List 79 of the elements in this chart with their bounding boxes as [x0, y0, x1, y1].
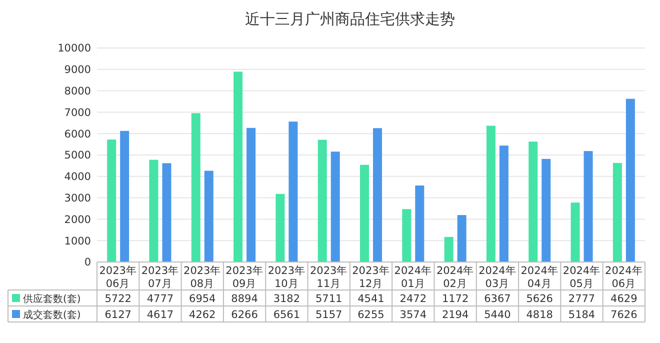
x-tick-label: 2023年08月: [184, 265, 222, 290]
x-tick-label: 2024年03月: [478, 265, 516, 290]
x-tick-label: 2023年07月: [141, 265, 180, 290]
bar: [288, 122, 298, 262]
data-label: 5157: [315, 309, 342, 321]
data-label: 2777: [568, 293, 596, 305]
data-label: 5711: [315, 293, 342, 305]
data-label: 3574: [400, 309, 427, 321]
data-label: 4541: [358, 293, 384, 305]
bar: [612, 162, 622, 262]
data-label: 4777: [146, 293, 174, 305]
bar: [162, 163, 172, 262]
bar: [107, 140, 116, 262]
y-tick-label: 0: [84, 256, 91, 269]
data-label: 5440: [484, 309, 511, 321]
data-label: 4262: [189, 309, 216, 321]
data-label: 6127: [104, 309, 132, 321]
y-tick-label: 10000: [58, 42, 91, 55]
bar: [499, 146, 508, 262]
y-tick-label: 7000: [64, 106, 91, 119]
data-label: 6561: [273, 309, 300, 321]
data-label: 8894: [231, 293, 258, 305]
x-tick-label: 2024年05月: [562, 265, 601, 290]
bar: [457, 215, 466, 262]
data-label: 5184: [568, 309, 596, 321]
bar: [486, 126, 496, 262]
y-tick-label: 5000: [64, 150, 91, 162]
bar: [570, 202, 580, 262]
data-label: 6255: [358, 309, 384, 321]
data-label: 7626: [610, 309, 638, 321]
data-label: 5722: [104, 293, 132, 305]
data-label: 6367: [484, 293, 511, 305]
data-label: 2472: [400, 293, 427, 305]
data-label: 4629: [610, 293, 638, 305]
x-tick-label: 2024年06月: [605, 265, 643, 290]
y-tick-label: 1000: [64, 235, 91, 248]
bar: [584, 151, 593, 262]
x-tick-label: 2023年12月: [352, 265, 390, 290]
data-label: 2194: [442, 309, 469, 321]
data-label: 6266: [231, 309, 258, 321]
x-tick-label: 2024年02月: [436, 265, 474, 290]
chart-title: 近十三月广州商品住宅供求走势: [245, 10, 455, 28]
x-tick-label: 2023年10月: [268, 265, 306, 290]
bar: [318, 140, 327, 262]
x-tick-label: 2024年01月: [394, 265, 432, 290]
data-label: 5626: [526, 293, 554, 305]
bar: [330, 152, 340, 262]
bar: [373, 128, 382, 262]
data-label: 6954: [189, 293, 216, 305]
bar: [246, 128, 256, 262]
legend-label: 成交套数(套): [23, 309, 81, 321]
legend-label: 供应套数(套): [23, 293, 81, 305]
data-label: 4617: [146, 309, 174, 321]
bar: [204, 170, 214, 262]
bar: [415, 186, 424, 262]
bar: [149, 160, 158, 262]
y-tick-label: 8000: [64, 85, 91, 98]
bar: [191, 113, 200, 262]
bar: [234, 72, 243, 262]
bar: [626, 98, 635, 262]
y-tick-label: 3000: [64, 192, 91, 204]
bar: [528, 142, 538, 262]
x-tick-label: 2023年09月: [226, 265, 264, 290]
y-tick-label: 4000: [64, 171, 91, 184]
x-tick-label: 2023年06月: [99, 265, 137, 290]
bar: [360, 164, 369, 262]
bar: [276, 194, 285, 262]
data-label: 4818: [526, 309, 553, 321]
y-tick-label: 2000: [64, 214, 91, 226]
y-tick-label: 9000: [64, 64, 91, 76]
x-tick-label: 2023年11月: [310, 265, 348, 290]
x-tick-label: 2024年04月: [520, 265, 558, 290]
data-label: 1172: [442, 293, 469, 305]
bar: [542, 158, 551, 262]
bar: [402, 209, 412, 262]
y-tick-label: 6000: [64, 128, 91, 140]
bar: [120, 130, 130, 262]
data-label: 3182: [273, 293, 300, 305]
bar: [444, 236, 454, 262]
